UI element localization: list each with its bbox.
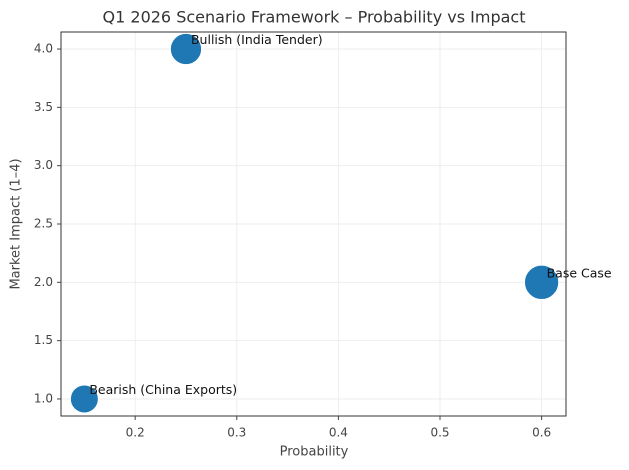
x-tick-label: 0.6 bbox=[532, 426, 551, 440]
y-tick-label: 1.0 bbox=[34, 391, 53, 405]
point-label: Bearish (China Exports) bbox=[89, 382, 237, 397]
y-tick-label: 2.0 bbox=[34, 275, 53, 289]
bubble bbox=[169, 32, 203, 66]
x-tick-label: 0.3 bbox=[227, 426, 246, 440]
grid bbox=[61, 32, 566, 416]
y-tick-label: 2.5 bbox=[34, 217, 53, 231]
x-tick-label: 0.2 bbox=[126, 426, 145, 440]
y-tick-label: 3.0 bbox=[34, 158, 53, 172]
y-tick-label: 4.0 bbox=[34, 42, 53, 56]
x-tick-label: 0.4 bbox=[329, 426, 348, 440]
point-label: Base Case bbox=[547, 265, 612, 280]
x-axis-label: Probability bbox=[280, 445, 349, 460]
y-axis-label: Market Impact (1–4) bbox=[9, 158, 24, 289]
chart-title: Q1 2026 Scenario Framework – Probability… bbox=[103, 8, 526, 27]
y-tick-label: 1.5 bbox=[34, 333, 53, 347]
y-tick-label: 3.5 bbox=[34, 100, 53, 114]
point-label: Bullish (India Tender) bbox=[191, 32, 323, 47]
bubble bbox=[69, 384, 99, 414]
bubble bbox=[523, 264, 560, 300]
x-tick-label: 0.5 bbox=[430, 426, 449, 440]
